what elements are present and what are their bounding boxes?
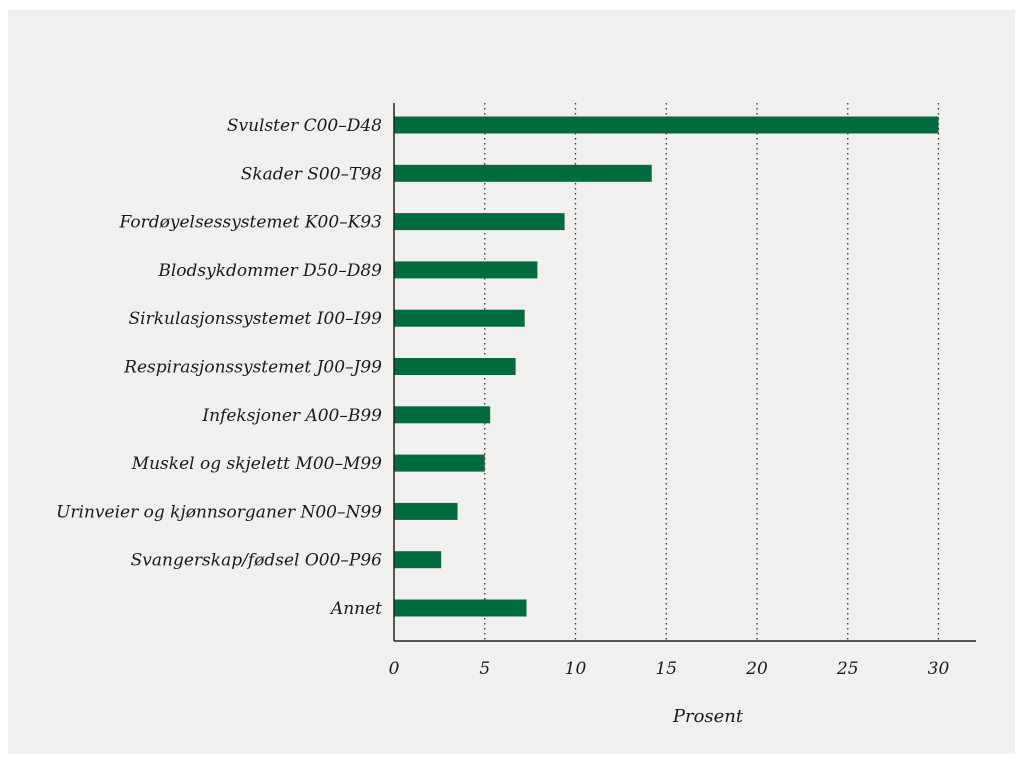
grid-lines [484, 103, 940, 641]
category-label: Fordøyelsessystemet K00–K93 [119, 213, 382, 233]
x-tick-label: 5 [479, 659, 490, 679]
bars [394, 116, 939, 617]
bar [394, 358, 516, 375]
category-label: Infeksjoner A00–B99 [201, 406, 382, 426]
category-label: Skader S00–T98 [241, 164, 382, 184]
x-tick-label: 20 [745, 659, 768, 679]
category-label: Svangerskap/fødsel O00–P96 [131, 551, 383, 571]
category-label: Urinveier og kjønnsorganer N00–N99 [56, 502, 382, 522]
category-label: Sirkulasjonssystemet I00–I99 [129, 309, 383, 329]
bar [394, 261, 538, 279]
category-labels: Svulster C00–D48 Skader S00–T98 Fordøyelse… [56, 116, 382, 619]
x-tick-label: 15 [655, 659, 677, 679]
category-label: Annet [329, 599, 382, 619]
category-label: Blodsykdommer D50–D89 [157, 261, 382, 281]
bar [394, 164, 652, 182]
chart-panel: Svulster C00–D48 Skader S00–T98 Fordøyelse… [8, 10, 1015, 754]
x-tick-label: 0 [389, 659, 400, 679]
bar-chart: Svulster C00–D48 Skader S00–T98 Fordøyelse… [56, 103, 976, 727]
bar [394, 213, 565, 231]
bar [394, 309, 525, 327]
x-tick-label: 25 [836, 659, 859, 679]
category-label: Muskel og skjelett M00–M99 [131, 454, 382, 474]
x-tick-labels: 0 5 10 15 20 25 30 [389, 659, 950, 679]
bar [394, 502, 458, 520]
bar [394, 599, 527, 617]
bar [394, 406, 491, 424]
x-axis-title: Prosent [672, 706, 744, 727]
x-tick-label: 10 [565, 659, 587, 679]
bar [394, 551, 442, 569]
x-tick-label: 30 [928, 659, 950, 679]
bar [394, 116, 939, 134]
category-label: Svulster C00–D48 [227, 116, 382, 136]
category-label: Respirasjonssystemet J00–J99 [123, 358, 382, 378]
bar [394, 454, 485, 472]
